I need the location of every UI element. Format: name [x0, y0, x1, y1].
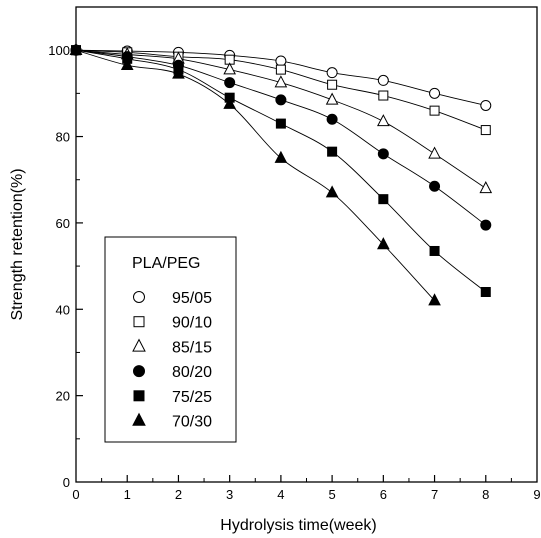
series-1-point-6: [378, 90, 389, 101]
series-2-point-8: [479, 181, 493, 194]
legend-marker-5: [132, 412, 146, 426]
series-2-point-5: [325, 92, 339, 105]
legend-label-3: 80/20: [172, 364, 212, 381]
series-4-point-4: [275, 118, 286, 129]
legend-label-5: 70/30: [172, 414, 212, 431]
series-0-point-8: [480, 99, 492, 111]
series-3-point-4: [275, 94, 287, 106]
series-0-point-4: [275, 55, 287, 67]
series-2-point-3: [223, 62, 236, 75]
y-axis-label: Strength retention(%): [9, 168, 26, 320]
series-5-point-6: [377, 237, 390, 250]
y-tick-label: 0: [63, 475, 70, 490]
legend-label-2: 85/15: [172, 339, 212, 356]
data-markers: [69, 42, 493, 306]
legend-title: PLA/PEG: [132, 255, 200, 272]
x-axis-label: Hydrolysis time(week): [220, 517, 376, 534]
series-5-point-7: [428, 293, 441, 306]
x-tick-label: 1: [124, 487, 131, 502]
series-0-point-7: [429, 87, 441, 99]
series-3-point-7: [429, 180, 441, 192]
series-3-point-6: [377, 148, 389, 160]
legend-marker-2: [132, 338, 146, 352]
series-1-point-8: [480, 125, 491, 136]
legend-label-0: 95/05: [172, 290, 212, 307]
axes: 0 1 2 3 4 5 6 7 8 9 0 20 40 60 80 100: [48, 6, 541, 502]
y-tick-label: 80: [56, 130, 70, 145]
legend-marker-1: [133, 316, 145, 328]
series-2-point-4: [274, 75, 288, 88]
legend-label-4: 75/25: [172, 389, 212, 406]
x-tick-label: 6: [380, 487, 387, 502]
series-5-point-4: [274, 150, 288, 163]
legend-marker-4: [133, 390, 145, 402]
legend-label-1: 90/10: [172, 315, 212, 332]
series-0-point-6: [377, 74, 389, 86]
series-1-point-4: [275, 64, 286, 75]
x-tick-label: 7: [431, 487, 438, 502]
series-3-point-5: [326, 113, 338, 125]
series-5-point-2: [172, 66, 185, 79]
y-tick-label: 100: [48, 43, 70, 58]
series-4-point-6: [378, 194, 389, 205]
series-5-point-5: [325, 185, 339, 198]
series-4-point-8: [480, 287, 491, 297]
legend-marker-0: [133, 291, 145, 303]
series-5-point-1: [120, 57, 134, 71]
legend: PLA/PEG 95/05 90/10 85/15 80/20 75/25 70/30: [104, 236, 237, 443]
series-2-point-7: [428, 146, 441, 159]
y-tick-label: 40: [56, 302, 70, 317]
x-tick-label: 5: [328, 487, 335, 502]
series-3-point-3: [224, 77, 236, 89]
legend-box: [104, 236, 237, 443]
x-tick-label: 8: [482, 487, 489, 502]
series-1-point-7: [429, 105, 440, 116]
series-5-point-3: [223, 96, 236, 109]
series-3-point-8: [480, 219, 492, 231]
series-5-point-0: [69, 42, 83, 55]
x-tick-label: 3: [226, 487, 233, 502]
series-2-point-6: [377, 114, 390, 127]
x-tick-label: 2: [175, 487, 182, 502]
legend-marker-3: [133, 365, 145, 378]
x-tick-label: 4: [277, 487, 284, 502]
y-tick-label: 20: [56, 389, 70, 404]
series-4-point-7: [429, 245, 440, 256]
series-1-point-5: [327, 79, 338, 90]
series-0-point-5: [326, 67, 338, 79]
x-tick-label: 9: [533, 487, 540, 502]
series-4-point-5: [327, 146, 338, 157]
y-tick-label: 60: [56, 216, 70, 231]
x-tick-label: 0: [72, 487, 79, 502]
